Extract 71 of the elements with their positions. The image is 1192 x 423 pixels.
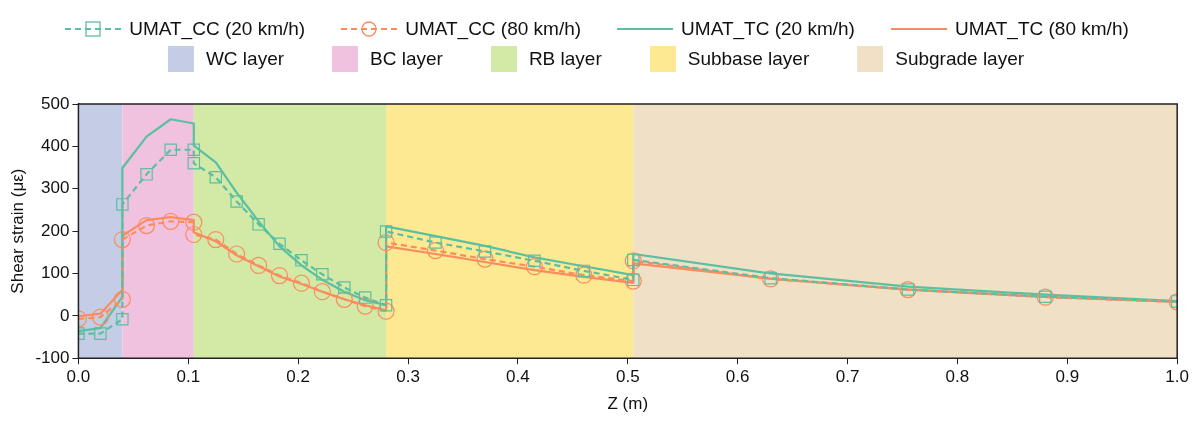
- y-tick-label: -100: [35, 347, 70, 367]
- legend-label: RB layer: [528, 48, 602, 70]
- point: [113, 290, 131, 308]
- legend-label: BC layer: [370, 48, 443, 70]
- x-tick-label: 0.3: [396, 367, 420, 387]
- x-tick-label: 0.0: [66, 367, 91, 387]
- legend-label: UMAT_CC (80 km/h): [405, 18, 582, 40]
- x-tick-label: 0.8: [945, 367, 970, 387]
- y-tick-label: 400: [41, 136, 70, 156]
- point: [377, 302, 395, 320]
- legend-label: Subbase layer: [687, 48, 810, 70]
- point: [91, 308, 109, 326]
- point: [528, 254, 541, 268]
- y-tick-label: 100: [41, 263, 70, 283]
- point: [426, 241, 445, 260]
- point: [187, 143, 201, 157]
- point: [116, 312, 129, 326]
- point: [270, 266, 289, 285]
- point: [250, 256, 268, 275]
- point: [292, 274, 311, 292]
- point: [185, 213, 203, 231]
- point: [185, 225, 203, 244]
- point: [230, 195, 243, 208]
- y-tick-label: 200: [41, 220, 70, 240]
- point: [207, 230, 225, 249]
- point: [478, 245, 492, 258]
- point: [313, 283, 331, 301]
- x-tick-label: 0.7: [835, 367, 860, 387]
- x-tick-label: 0.6: [725, 367, 750, 387]
- point: [338, 281, 351, 294]
- point: [187, 157, 201, 170]
- x-tick-label: 0.9: [1055, 367, 1080, 387]
- legend-label: Subgrade layer: [895, 48, 1025, 70]
- point: [162, 212, 180, 230]
- legend-label: UMAT_CC (20 km/h): [129, 18, 306, 40]
- legend-label: UMAT_TC (80 km/h): [954, 18, 1129, 40]
- point: [575, 266, 593, 284]
- point: [113, 230, 131, 249]
- point: [94, 327, 107, 340]
- point: [577, 264, 591, 278]
- point: [228, 245, 246, 263]
- point: [429, 236, 442, 249]
- y-tick-label: 500: [41, 93, 70, 113]
- legend-label: UMAT_TC (20 km/h): [681, 18, 855, 40]
- point: [379, 225, 393, 238]
- point: [525, 258, 544, 276]
- x-tick-label: 1.0: [1165, 367, 1189, 387]
- x-tick-label: 0.4: [506, 367, 530, 387]
- legend-label: WC layer: [205, 48, 285, 70]
- x-tick-label: 0.2: [286, 367, 310, 387]
- x-tick-label: 0.1: [176, 367, 201, 387]
- point: [377, 233, 395, 252]
- x-tick-label: 0.5: [615, 367, 640, 387]
- point: [252, 218, 265, 231]
- point: [316, 268, 329, 281]
- point: [140, 168, 153, 181]
- point: [356, 297, 374, 315]
- x-axis-title: Z (m): [607, 394, 649, 414]
- point: [209, 171, 223, 184]
- y-tick-label: 300: [41, 178, 70, 198]
- point: [335, 290, 353, 308]
- point: [295, 254, 308, 267]
- y-axis-title: Shear strain (με): [7, 168, 27, 294]
- point: [273, 237, 286, 251]
- point: [476, 250, 494, 268]
- y-tick-label: 0: [59, 305, 70, 325]
- point: [379, 298, 393, 312]
- point: [116, 198, 129, 211]
- point: [358, 291, 372, 304]
- point: [137, 216, 156, 235]
- point: [164, 143, 177, 157]
